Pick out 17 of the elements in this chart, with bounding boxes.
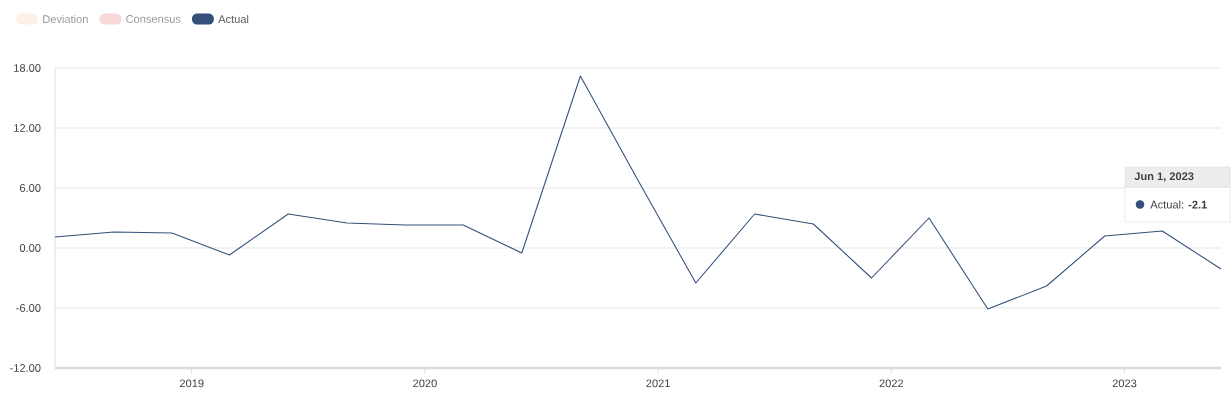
y-tick-label: 18.00 (14, 64, 41, 72)
x-tick-label: 2020 (413, 379, 437, 388)
x-tick-label: 2019 (179, 379, 204, 388)
y-tick-label: 12.00 (14, 124, 41, 132)
legend-label: Actual (218, 14, 249, 24)
y-tick-label: -6.00 (16, 304, 41, 312)
annotation: Jun 1, 2023 (1134, 172, 1194, 182)
y-tick-label: 0.00 (19, 244, 41, 252)
x-tick-label: 2023 (1112, 379, 1137, 388)
y-tick-label: 6.00 (19, 184, 41, 192)
legend-label: Deviation (43, 14, 88, 24)
annotation: Actual: -2.1 (1150, 200, 1207, 209)
legend-label: Consensus (126, 15, 181, 23)
line-series (54, 75, 1222, 310)
x-tick-label: 2022 (879, 379, 904, 388)
x-tick-label: 2021 (646, 379, 670, 388)
y-tick-label: -12.00 (10, 364, 41, 372)
